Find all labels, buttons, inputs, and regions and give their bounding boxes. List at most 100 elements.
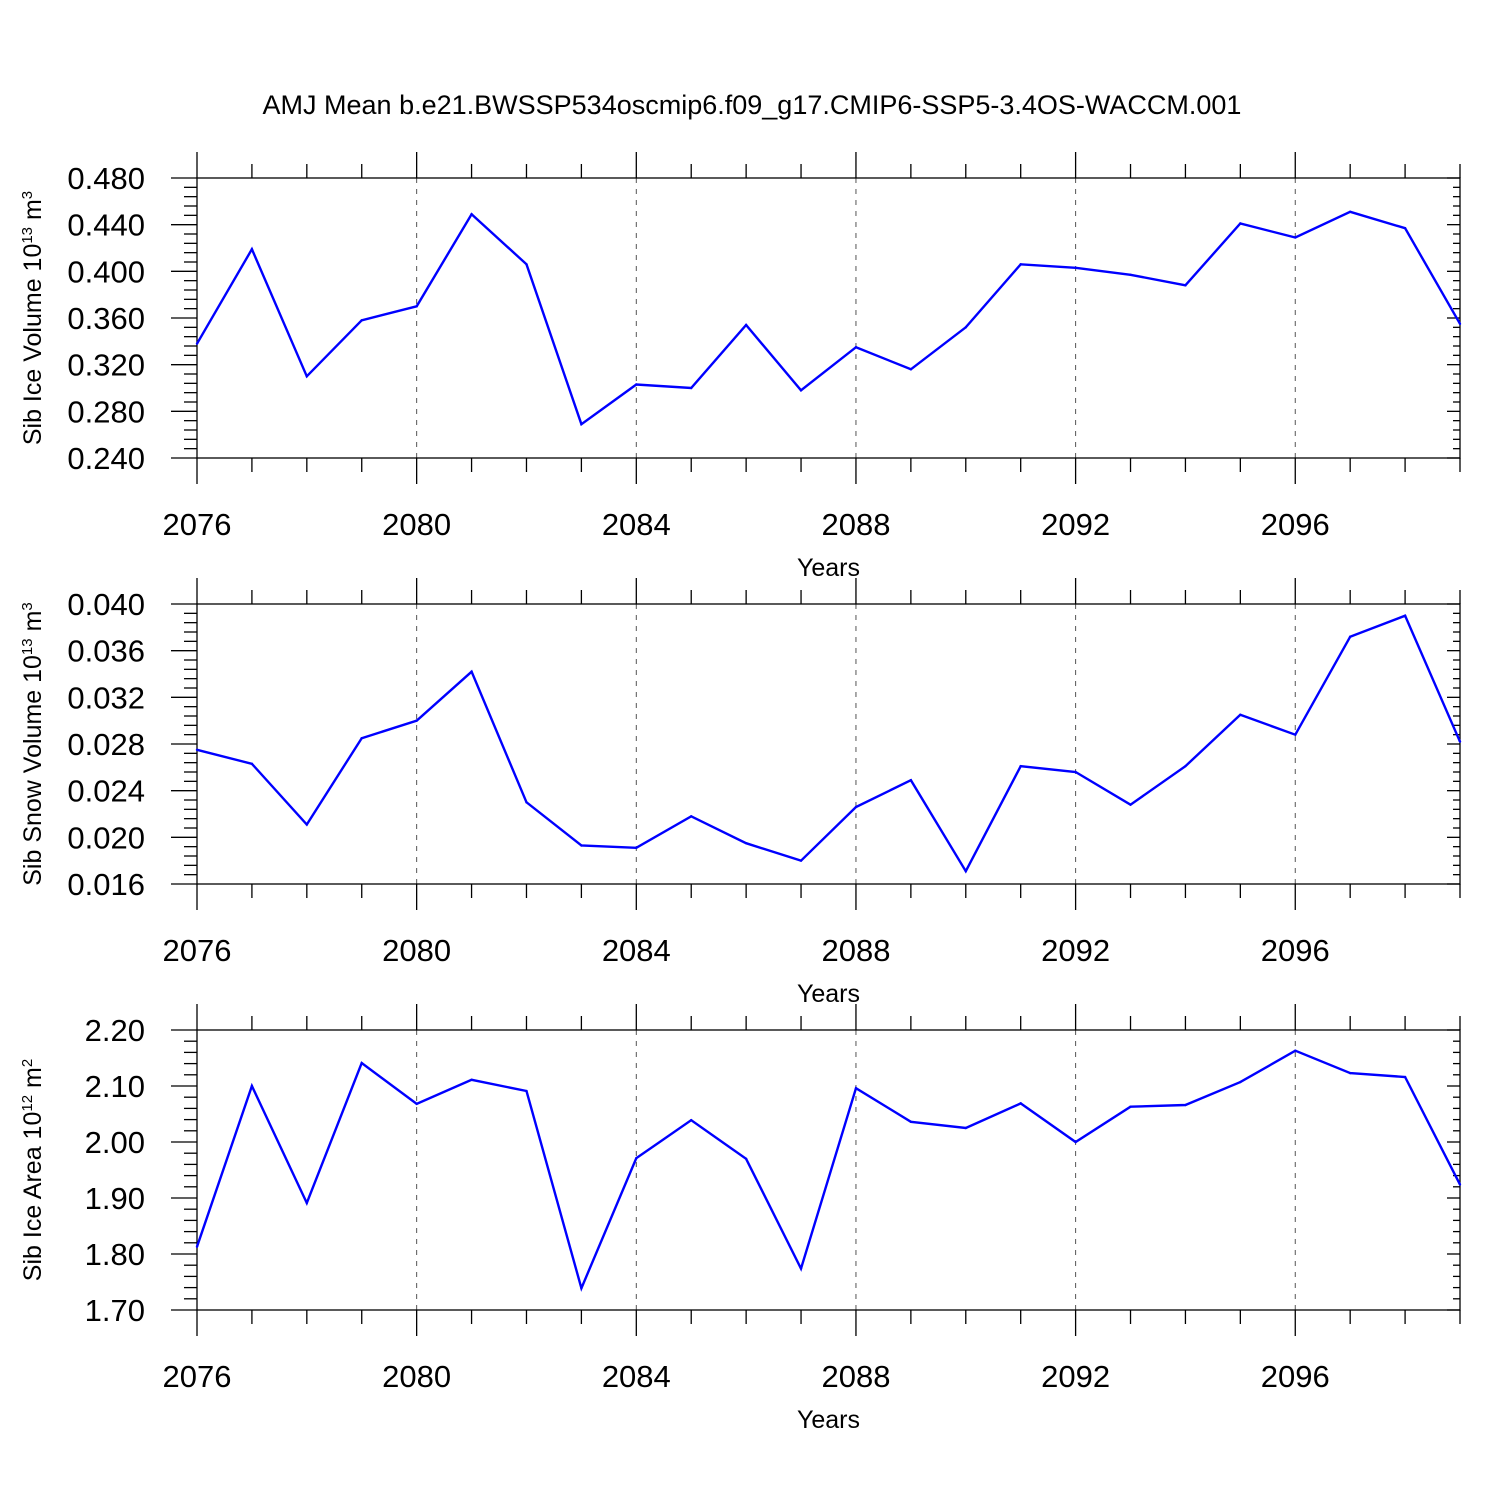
y-tick-label: 1.70 (85, 1293, 145, 1328)
data-point (1294, 236, 1297, 239)
data-point (964, 326, 967, 329)
data-point (635, 383, 638, 386)
y-axis-label-superscript: 12 (19, 1095, 36, 1112)
data-point (1294, 1049, 1297, 1052)
x-tick-label: 2096 (1261, 1359, 1330, 1394)
data-point (525, 1089, 528, 1093)
data-point (305, 823, 309, 826)
data-point (964, 869, 967, 873)
data-point (580, 844, 583, 847)
data-point (360, 1061, 363, 1065)
data-point (195, 342, 199, 345)
data-point (690, 386, 693, 390)
y-axis-label-superscript: 13 (19, 638, 36, 655)
y-tick-label: 1.90 (85, 1181, 145, 1216)
x-tick-label: 2096 (1261, 507, 1330, 542)
y-tick-label: 0.320 (67, 348, 145, 383)
data-point (415, 1102, 418, 1106)
data-point (744, 1157, 748, 1161)
x-tick-label: 2084 (602, 507, 671, 542)
data-point (854, 1087, 858, 1090)
panel-1: 0.240 0.280 0.320 0.360 0.400 0.440 0.480 2076 2… (19, 152, 1462, 582)
y-tick-label: 0.016 (67, 867, 145, 902)
data-point (195, 748, 199, 752)
data-point (744, 841, 748, 845)
panel-3: 1.70 1.80 1.90 2.00 2.10 2.20 2076 2080 2084 2088… (19, 1004, 1462, 1434)
panels: 0.240 0.280 0.320 0.360 0.400 0.440 0.480 2076 2… (19, 152, 1462, 1434)
data-point (525, 263, 528, 266)
data-point (1458, 1183, 1462, 1186)
data-point (1403, 1075, 1407, 1079)
data-point (1019, 1102, 1022, 1105)
y-tick-label: 0.040 (67, 587, 145, 622)
figure-title: AMJ Mean b.e21.BWSSP534oscmip6.f09_g17.C… (263, 90, 1242, 120)
y-tick-label: 2.20 (85, 1013, 145, 1048)
data-point (1129, 273, 1132, 277)
data-point (305, 1201, 309, 1205)
data-point (1239, 713, 1242, 717)
y-tick-label: 0.028 (67, 727, 145, 762)
data-point (1019, 764, 1022, 768)
y-tick-label: 2.00 (85, 1125, 145, 1160)
x-tick-label: 2096 (1261, 933, 1330, 968)
data-point (1239, 1080, 1242, 1084)
data-point (250, 1084, 254, 1088)
y-tick-label: 0.020 (67, 820, 145, 855)
data-point (690, 815, 693, 818)
data-point (1074, 1140, 1077, 1144)
y-axis-label-superscript: 3 (19, 602, 36, 610)
data-point (854, 345, 858, 349)
data-point (360, 319, 363, 322)
data-point (525, 801, 528, 804)
x-axis-label: Years (797, 554, 860, 582)
y-axis-label-text: Sib Ice Volume 10 (19, 244, 47, 446)
x-tick-label: 2076 (163, 507, 232, 542)
x-tick-label: 2080 (382, 933, 451, 968)
y-tick-label: 0.032 (67, 680, 145, 715)
y-tick-label: 1.80 (85, 1237, 145, 1272)
x-tick-label: 2076 (163, 933, 232, 968)
y-tick-label: 0.024 (67, 774, 145, 809)
data-point (1019, 263, 1022, 266)
data-point (580, 1286, 583, 1290)
panel-2: 0.016 0.020 0.024 0.028 0.032 0.036 0.040 2076 2… (19, 578, 1462, 1008)
data-point (1184, 1103, 1187, 1107)
x-tick-label: 2088 (821, 1359, 890, 1394)
y-tick-label: 0.280 (67, 394, 145, 429)
data-point (799, 1267, 803, 1270)
data-point (799, 859, 803, 862)
data-point (360, 736, 363, 740)
data-point (799, 389, 803, 392)
data-point (1294, 733, 1297, 736)
x-tick-label: 2092 (1041, 1359, 1110, 1394)
x-tick-label: 2092 (1041, 933, 1110, 968)
data-point (1403, 226, 1407, 230)
y-axis-label: Sib Ice Area 1012 m2 (19, 1059, 47, 1281)
data-point (690, 1118, 693, 1122)
y-axis-label-superscript: 3 (19, 191, 36, 199)
y-tick-label: 0.036 (67, 634, 145, 669)
y-axis-label: Sib Snow Volume 1013 m3 (19, 602, 47, 886)
y-axis-label: Sib Ice Volume 1013 m3 (19, 191, 47, 445)
data-point (250, 247, 254, 251)
data-point (1129, 1105, 1132, 1108)
y-axis-label-text: m (19, 1067, 47, 1095)
data-point (1348, 1071, 1352, 1075)
x-tick-label: 2080 (382, 1359, 451, 1394)
data-point (250, 762, 254, 766)
data-point (1129, 803, 1132, 806)
data-point (909, 368, 913, 371)
x-tick-label: 2076 (163, 1359, 232, 1394)
y-axis-label-text: m (19, 611, 47, 639)
data-series-line (195, 1049, 1462, 1292)
data-point (1239, 222, 1242, 225)
data-series-line (196, 614, 1462, 874)
data-point (1074, 770, 1077, 774)
data-point (1458, 322, 1462, 326)
y-tick-label: 2.10 (85, 1069, 145, 1104)
data-point (1184, 764, 1187, 768)
data-point (1074, 266, 1077, 270)
x-tick-label: 2080 (382, 507, 451, 542)
